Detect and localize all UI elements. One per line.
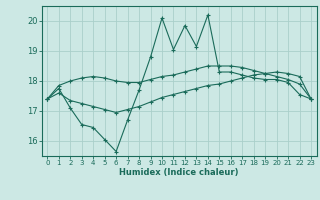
X-axis label: Humidex (Indice chaleur): Humidex (Indice chaleur) [119,168,239,177]
